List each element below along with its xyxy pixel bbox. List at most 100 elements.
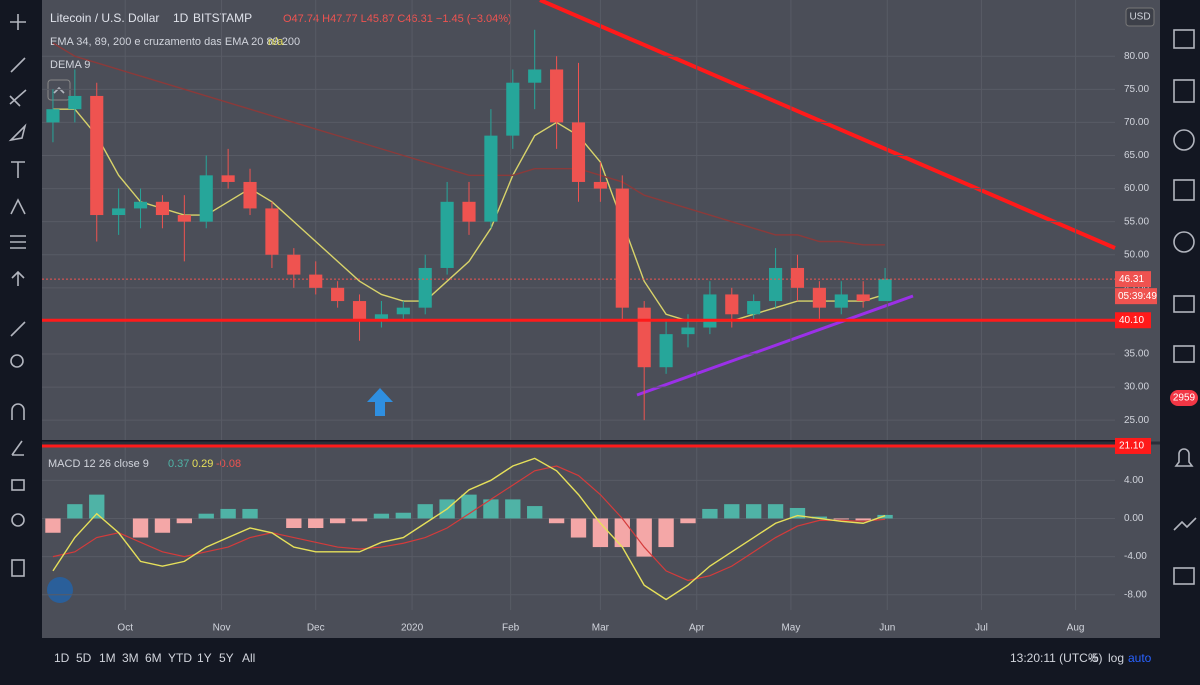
macd-histogram-bar [548,518,565,524]
range-button[interactable]: 1D [54,651,70,665]
ohlc: O47.74 H47.77 L45.87 C46.31 −1.45 (−3.04… [283,13,512,25]
candle-body [747,301,761,315]
candle-body [484,135,498,222]
zoom-tool[interactable] [10,354,24,368]
signal-line [52,465,886,582]
price-label: 40.10 [1119,315,1144,326]
x-tick-label: Mar [592,623,610,634]
candle-body [571,122,586,182]
ruler-tool[interactable] [10,321,26,337]
brush-tool[interactable] [8,123,27,142]
watchlist-icon[interactable] [1173,29,1195,49]
dema-study: DEMA 9 [50,59,90,71]
candle-body [396,307,410,315]
ema-line [52,108,886,322]
y-tick-label: 25.00 [1124,415,1149,426]
messages-icon[interactable] [1173,345,1195,363]
x-tick-label: Dec [307,623,325,634]
range-button[interactable]: 6M [145,651,162,665]
arrow-tool[interactable] [11,270,25,286]
range-button[interactable]: 1M [99,651,116,665]
calendar-icon[interactable] [1173,179,1195,201]
y-tick-label: -8.00 [1124,589,1147,600]
lock-tool[interactable] [11,479,25,491]
scale-option[interactable]: % [1088,651,1099,665]
magnet-tool[interactable] [11,403,25,420]
price-label-box [1115,271,1151,288]
macd-histogram-bar [746,504,762,519]
x-tick-label: 2020 [401,623,424,634]
support-trendline [636,294,914,397]
candle-body [46,109,60,123]
left-toolbar [8,14,27,577]
trash-tool[interactable] [11,559,25,577]
range-button[interactable]: 1Y [197,651,212,665]
macd-histogram-bar [811,516,828,519]
collapse-button[interactable] [47,79,71,101]
panel-icon[interactable] [1173,567,1195,585]
badge-count: 2959 [1173,393,1196,404]
data-window-icon[interactable] [1173,79,1195,103]
macd-histogram-bar [329,518,346,524]
symbol: Litecoin / U.S. Dollar [50,11,159,25]
ideas-icon[interactable] [1173,231,1195,253]
alert-icon[interactable] [1173,129,1195,151]
candle-body [68,95,82,110]
pattern-tool[interactable] [10,198,26,215]
text-tool[interactable] [11,161,25,178]
y-tick-label: 35.00 [1124,349,1149,360]
line-tool[interactable] [10,57,26,73]
macd-histogram-bar [286,518,302,528]
y-tick-label: 4.00 [1124,475,1144,486]
clock: 13:20:11 (UTC-5) [1010,651,1102,665]
x-tick-label: Feb [502,623,520,634]
macd-value: 0.29 [192,458,213,470]
cursor-tool[interactable] [10,14,26,30]
macd-histogram-bar [855,518,871,521]
macd-histogram-bar [570,518,587,538]
y-tick-label: 70.00 [1124,117,1149,128]
scale-option[interactable]: log [1108,651,1124,665]
chat-icon[interactable] [1173,295,1195,313]
candle-body [309,274,323,288]
interval: 1D [173,11,189,25]
macd-histogram-bar [680,518,696,524]
range-button[interactable]: 5Y [219,651,234,665]
range-button[interactable]: 5D [76,651,92,665]
ema-line [52,42,886,246]
y-tick-label: 55.00 [1124,216,1149,227]
resistance-trendline [539,0,1116,250]
macd-hist-value: 0.37 [168,458,189,470]
scale-option[interactable]: auto [1128,651,1152,665]
macd-histogram-bar [702,508,718,519]
x-tick-label: Aug [1067,623,1085,634]
x-tick-label: Jul [975,623,988,634]
ema-study: EMA 34, 89, 200 e cruzamento das EMA 20 … [50,36,300,48]
range-button[interactable]: 3M [122,651,139,665]
range-button[interactable]: YTD [168,651,192,665]
y-tick-label: 0.00 [1124,513,1144,524]
prediction-tool[interactable] [10,235,26,249]
y-tick-label: 50.00 [1124,249,1149,260]
countdown: 05:39:49 [1118,291,1157,302]
range-button[interactable]: All [242,651,255,665]
y-tick-label: 75.00 [1124,84,1149,95]
ema-value: n/a [268,36,284,48]
x-tick-label: May [781,623,800,634]
candle-body [199,175,213,222]
trading-icon[interactable] [1173,517,1197,531]
notifications-icon[interactable] [1174,448,1194,467]
candle-body [528,69,542,83]
macd-histogram-bar [395,512,411,519]
macd-histogram-bar [724,504,740,519]
eye-tool[interactable] [11,513,25,527]
macd-histogram-bar [505,499,521,519]
macd-histogram-bar [220,508,236,519]
candle-body [703,294,717,328]
fib-tool[interactable] [9,89,27,107]
macd-histogram-bar [351,518,368,522]
candle-body [221,175,235,182]
pencil-lock[interactable] [11,440,24,456]
candle-body [834,294,848,308]
